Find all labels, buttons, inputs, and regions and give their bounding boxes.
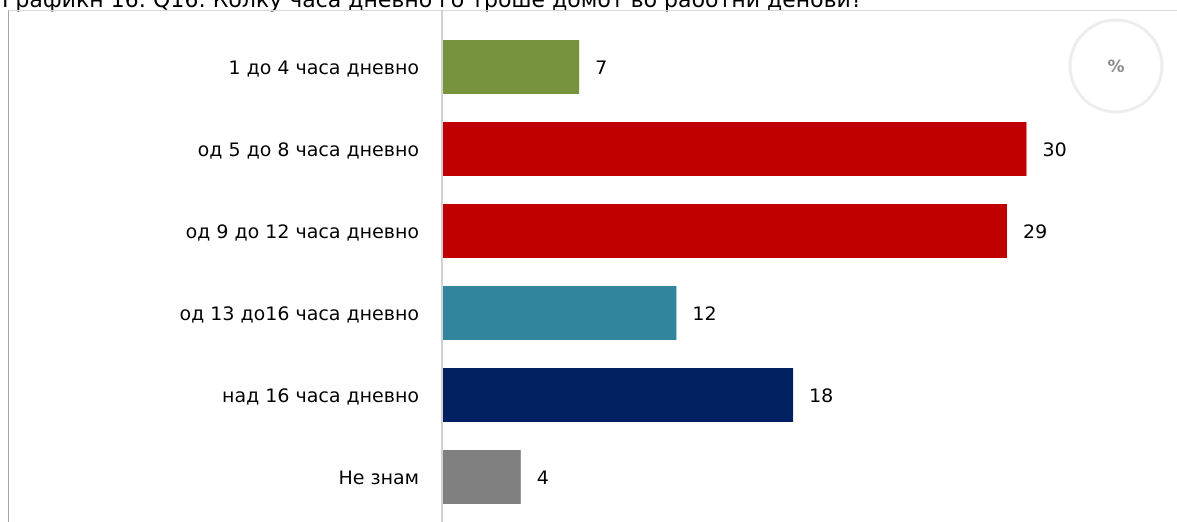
bar	[443, 450, 521, 504]
category-label: Не знам	[338, 467, 419, 489]
chart-frame	[8, 10, 1177, 522]
unit-label: %	[1107, 57, 1124, 77]
value-label: 29	[1023, 221, 1047, 243]
value-label: 4	[537, 467, 549, 489]
unit-badge: %	[1068, 18, 1164, 114]
bars-group: 1 до 4 часа дневно 7 од 5 до 8 часа дневно…	[180, 40, 1067, 504]
chart-title: Графикн 16: Q16: Колку часа дневно го тр…	[2, 0, 863, 13]
category-label: од 13 до16 часа дневно	[180, 303, 420, 325]
value-label: 30	[1043, 139, 1067, 161]
bar	[443, 368, 794, 422]
category-label: од 5 до 8 часа дневно	[198, 139, 419, 161]
category-label: од 9 до 12 часа дневно	[186, 221, 419, 243]
unit-badge-ring	[1068, 18, 1164, 114]
value-label: 7	[595, 57, 607, 79]
bar	[443, 204, 1008, 258]
bar	[443, 40, 580, 94]
bar	[443, 286, 677, 340]
category-label: 1 до 4 часа дневно	[228, 57, 419, 79]
value-label: 18	[809, 385, 833, 407]
category-label: над 16 часа дневно	[222, 385, 419, 407]
value-label: 12	[692, 303, 716, 325]
bar	[443, 122, 1027, 176]
